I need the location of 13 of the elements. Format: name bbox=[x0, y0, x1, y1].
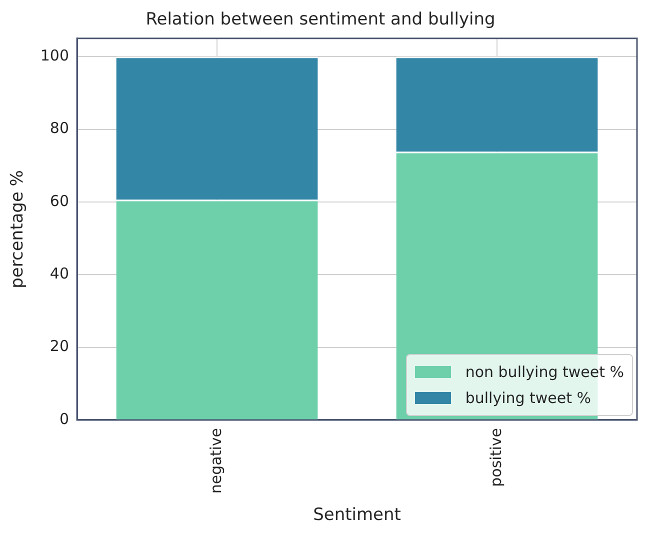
y-tick-label: 60 bbox=[50, 192, 70, 210]
y-tick-label: 40 bbox=[50, 264, 70, 283]
x-tick-label: positive bbox=[486, 428, 505, 487]
y-axis-title: percentage % bbox=[8, 170, 28, 288]
y-tick-label: 0 bbox=[59, 410, 70, 428]
y-tick-label: 20 bbox=[50, 337, 70, 356]
x-tick-label: negative bbox=[206, 428, 225, 494]
legend-label: bullying tweet % bbox=[465, 388, 592, 409]
legend-label: non bullying tweet % bbox=[465, 362, 624, 383]
chart-title: Relation between sentiment and bullying bbox=[146, 10, 496, 30]
y-tick-label: 80 bbox=[50, 119, 70, 138]
x-axis-title: Sentiment bbox=[313, 505, 402, 526]
y-tick-label: 100 bbox=[40, 46, 70, 64]
